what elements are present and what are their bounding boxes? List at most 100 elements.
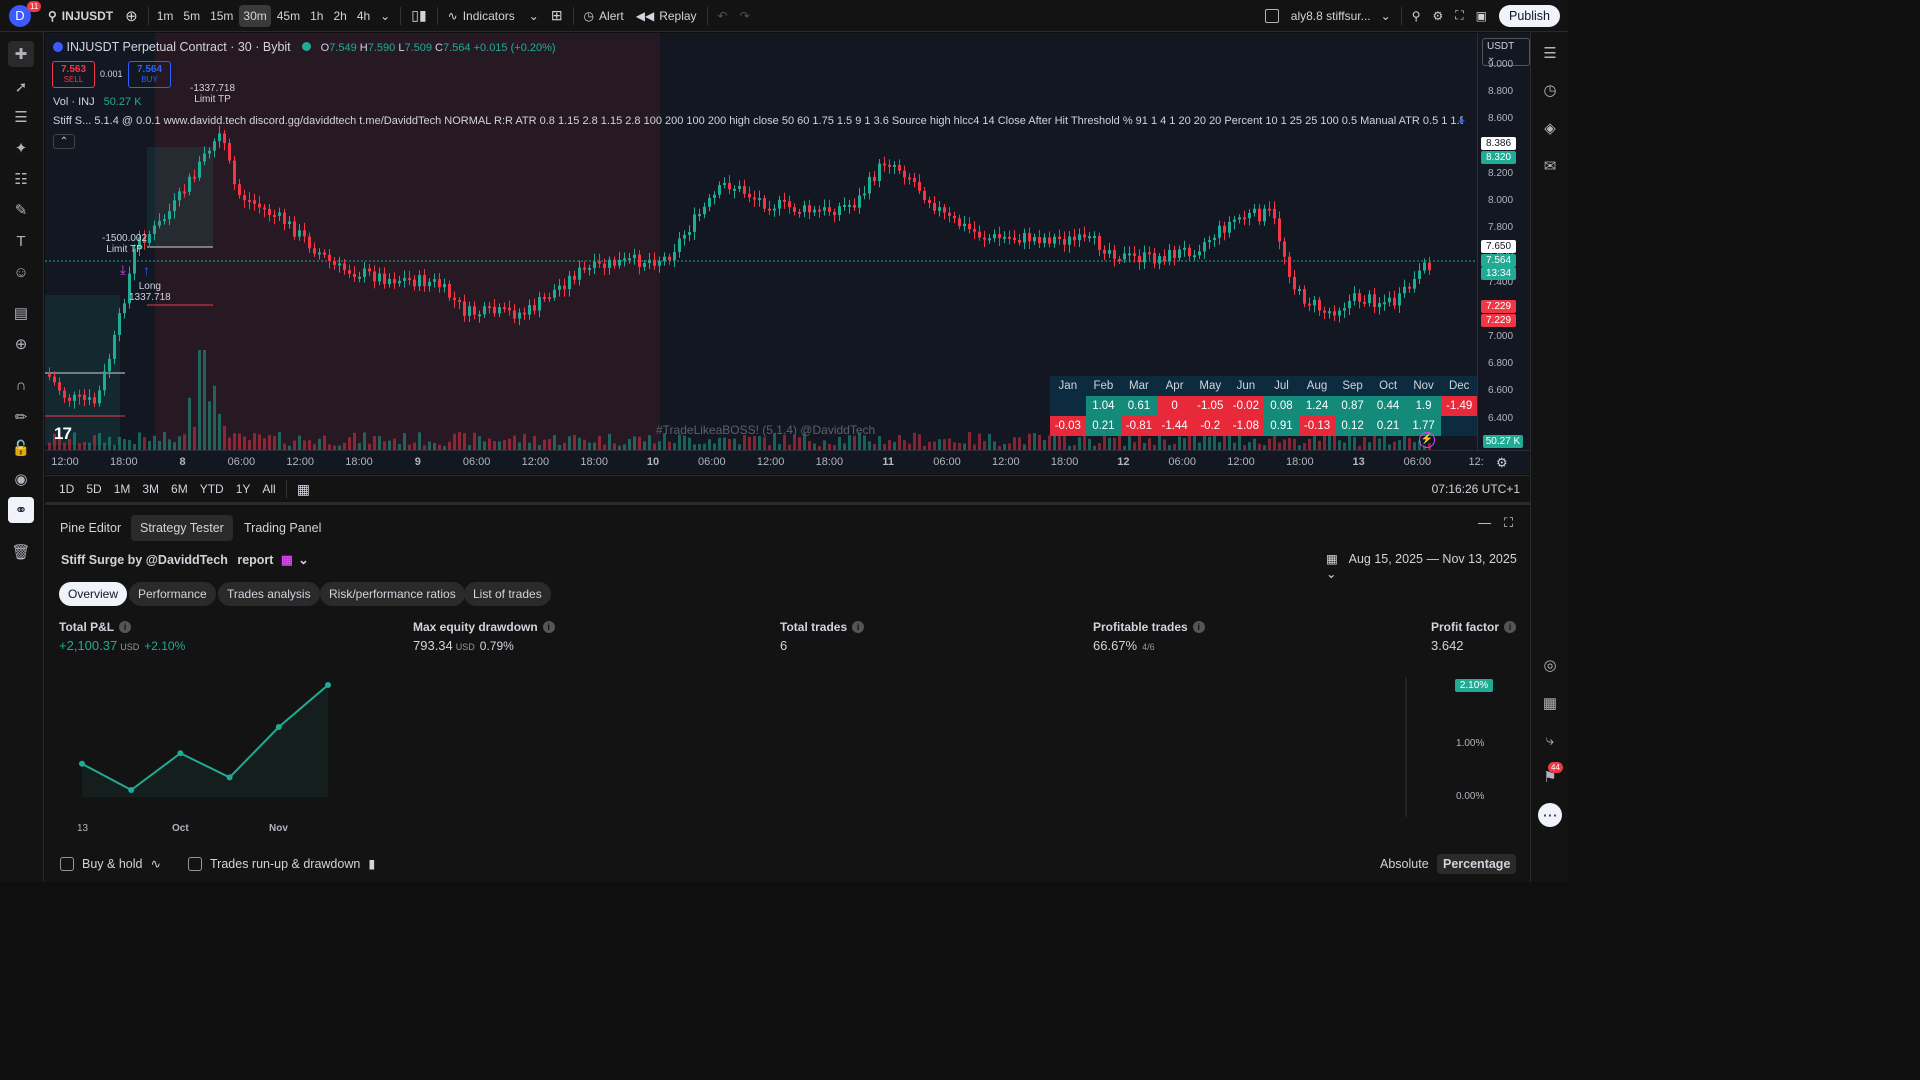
range-6m[interactable]: 6M: [171, 482, 188, 496]
panel-tab-1[interactable]: Strategy Tester: [131, 515, 233, 541]
clock[interactable]: 07:16:26 UTC+1: [1431, 482, 1520, 496]
layouts-grid-icon[interactable]: ⊞: [550, 7, 563, 23]
info-icon[interactable]: i: [852, 621, 865, 633]
redo-icon[interactable]: ↷: [739, 8, 750, 23]
equity-point[interactable]: [226, 774, 233, 781]
symbol-search[interactable]: ⚲ INJUSDT: [42, 0, 119, 32]
zoom-in-icon[interactable]: ⊕: [14, 336, 28, 353]
timeframe-2h[interactable]: 2h: [333, 8, 347, 23]
indicators-button[interactable]: ∿ Indicators ⌄: [442, 0, 545, 32]
emoji-icon[interactable]: ☺: [13, 263, 29, 281]
equity-point[interactable]: [177, 750, 184, 757]
trend-line-icon[interactable]: ➚: [14, 79, 28, 96]
user-avatar[interactable]: D 11: [0, 0, 42, 32]
timeframe-1m[interactable]: 1m: [156, 8, 174, 23]
range-3m[interactable]: 3M: [142, 482, 160, 496]
subtab-4[interactable]: List of trades: [464, 582, 551, 606]
layers-icon[interactable]: ◈: [1544, 120, 1556, 137]
timeframe-15m[interactable]: 15m: [210, 8, 234, 23]
range-all[interactable]: All: [262, 482, 276, 496]
range-1m[interactable]: 1M: [113, 482, 131, 496]
link-icon[interactable]: ⚭: [8, 497, 34, 523]
strategy-legend[interactable]: Stiff S... 5.1.4 @ 0.0.1 www.davidd.tech…: [53, 115, 1463, 127]
eye-icon[interactable]: ◉: [14, 471, 28, 488]
trash-icon[interactable]: 🗑: [11, 544, 31, 561]
replay-button[interactable]: ◀◀ Replay: [630, 0, 703, 32]
rss-feed-icon[interactable]: ⤷: [1545, 731, 1555, 749]
crosshair-icon[interactable]: ✚: [8, 41, 34, 67]
add-symbol-icon[interactable]: ⊕: [125, 7, 138, 25]
timeframe-5m[interactable]: 5m: [183, 8, 201, 23]
info-icon[interactable]: i: [542, 621, 555, 633]
bell-icon[interactable]: ⚑: [1543, 769, 1557, 786]
alerts-clock-icon[interactable]: ◷: [1543, 82, 1557, 99]
camera-icon[interactable]: ▣: [1475, 8, 1487, 23]
ruler-icon[interactable]: ▤: [13, 305, 29, 322]
collapse-legend-icon[interactable]: ⌃: [53, 134, 75, 149]
date-range-icon[interactable]: ▦: [296, 480, 310, 497]
timeframe-30m[interactable]: 30m: [239, 4, 271, 27]
chat-icon[interactable]: ✉: [1543, 158, 1557, 175]
undo-icon[interactable]: ↶: [717, 8, 728, 23]
magnet-icon[interactable]: ∩: [15, 376, 27, 394]
chart-canvas[interactable]: [45, 33, 1477, 450]
percentage-button[interactable]: Percentage: [1437, 854, 1517, 874]
range-5d[interactable]: 5D: [86, 482, 102, 496]
subtab-1[interactable]: Performance: [129, 582, 216, 606]
strategy-header[interactable]: Stiff Surge by @DaviddTech report ▦ ⌄: [61, 552, 309, 567]
fullscreen-icon[interactable]: ⛶: [1455, 8, 1464, 22]
equity-point[interactable]: [79, 760, 85, 767]
timeframe-1h[interactable]: 1h: [310, 8, 324, 23]
quick-search-icon[interactable]: ⚲: [1411, 8, 1421, 23]
range-1d[interactable]: 1D: [59, 482, 75, 496]
info-icon[interactable]: i: [1504, 621, 1517, 633]
fib-retracement-icon[interactable]: ☰: [14, 109, 28, 126]
currency-select[interactable]: USDT ⌄: [1482, 38, 1530, 66]
range-1y[interactable]: 1Y: [235, 482, 251, 496]
minimize-icon[interactable]: —: [1478, 515, 1491, 530]
maximize-icon[interactable]: ⛶: [1504, 515, 1514, 530]
settings-gear-icon[interactable]: ⚙: [1432, 8, 1444, 23]
volume-legend[interactable]: Vol · INJ 50.27 K: [53, 96, 142, 108]
apps-grid-icon[interactable]: ⋯: [1538, 803, 1562, 827]
panel-tab-2[interactable]: Trading Panel: [244, 521, 322, 535]
absolute-button[interactable]: Absolute: [1380, 857, 1429, 871]
calendar-icon[interactable]: ▦: [1542, 695, 1558, 712]
date-range-picker[interactable]: ▦ Aug 15, 2025 — Nov 13, 2025 ⌄: [1326, 551, 1530, 581]
brush-icon[interactable]: ✎: [14, 202, 28, 219]
timeframe-4h[interactable]: 4h: [356, 8, 371, 23]
candle-style-icon[interactable]: ▯▮: [411, 7, 427, 23]
equity-point[interactable]: [325, 682, 331, 688]
symbol-legend[interactable]: INJUSDT Perpetual Contract · 30 · Bybit …: [53, 40, 556, 54]
subtab-3[interactable]: Risk/performance ratios: [320, 582, 465, 606]
range-ytd[interactable]: YTD: [199, 482, 224, 496]
price-axis[interactable]: USDT ⌄ 9.0008.8008.6008.4008.2008.0007.8…: [1477, 33, 1530, 450]
runup-toggle[interactable]: Trades run-up & drawdown ▮: [188, 856, 375, 871]
layout-select[interactable]: aly8.8 stiffsur... ⌄: [1259, 0, 1397, 32]
pencil-lock-icon[interactable]: ✏: [14, 409, 28, 426]
info-icon[interactable]: i: [119, 621, 132, 633]
subtab-2[interactable]: Trades analysis: [218, 582, 320, 606]
pattern-icon[interactable]: ✦: [14, 140, 28, 157]
target-icon[interactable]: ◎: [1543, 657, 1557, 674]
panel-tab-0[interactable]: Pine Editor: [60, 521, 122, 535]
flash-icon[interactable]: ⚡: [1419, 432, 1435, 448]
buy-hold-toggle[interactable]: Buy & hold ∿: [60, 856, 161, 871]
watchlist-icon[interactable]: ☰: [1543, 45, 1557, 62]
info-icon[interactable]: i: [1192, 621, 1205, 633]
price-chart[interactable]: INJUSDT Perpetual Contract · 30 · Bybit …: [45, 33, 1477, 450]
time-axis[interactable]: 12:00 18:00 8 06:00 12:00 18:00 9 06:00 12:00 18:…: [45, 450, 1530, 474]
publish-button[interactable]: Publish: [1499, 4, 1560, 27]
forecast-icon[interactable]: ☷: [14, 171, 28, 188]
axis-settings-gear-icon[interactable]: ⚙: [1496, 455, 1508, 470]
chevron-down-icon[interactable]: ⌄: [380, 8, 391, 23]
checkbox[interactable]: [60, 856, 74, 871]
timeframe-45m[interactable]: 45m: [276, 8, 301, 23]
equity-chart[interactable]: [45, 667, 1530, 837]
equity-point[interactable]: [128, 787, 135, 793]
lock-icon[interactable]: 🔓: [11, 440, 31, 457]
checkbox[interactable]: [188, 856, 202, 871]
text-icon[interactable]: T: [16, 232, 26, 250]
subtab-0[interactable]: Overview: [59, 582, 128, 606]
sell-button[interactable]: 7.563 SELL: [52, 61, 95, 88]
